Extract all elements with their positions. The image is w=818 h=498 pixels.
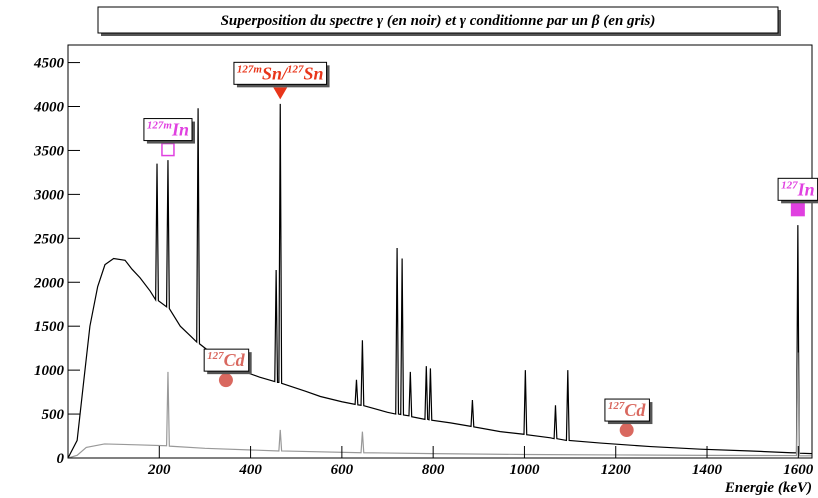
x-tick-label: 800	[422, 462, 445, 478]
label-mass: 127	[608, 400, 625, 412]
title-box	[97, 6, 779, 34]
marker	[161, 142, 175, 157]
annotation: 127Cd	[203, 348, 252, 375]
label-element: Cd	[624, 400, 646, 420]
annotation-label: 127In	[781, 179, 815, 199]
x-tick-label: 1600	[783, 462, 814, 478]
label-mass: 127m	[147, 120, 173, 132]
chart-title: Superposition du spectre γ (en noir) et …	[221, 13, 656, 29]
annotation-label: 127Cd	[608, 400, 647, 420]
y-tick-label: 0	[57, 451, 65, 467]
label-mass: 127m	[237, 63, 263, 75]
annotation-label: 127Cd	[207, 350, 246, 370]
x-tick-label: 1000	[509, 462, 540, 478]
x-tick-label: 200	[147, 462, 171, 478]
annotation: 127In	[777, 177, 818, 204]
x-axis-label: Energie (keV)	[724, 480, 812, 496]
label-box	[203, 348, 250, 372]
annotation-label: 127mIn	[147, 120, 189, 140]
x-tick-label: 600	[331, 462, 354, 478]
marker	[619, 423, 634, 438]
annotation-label: 127mSn/127Sn	[237, 63, 324, 83]
label-mass: 127	[207, 350, 224, 362]
y-tick-label: 4000	[33, 100, 65, 116]
annotation: 127mSn/127Sn	[233, 61, 330, 88]
plot-frame	[67, 44, 813, 459]
y-tick-label: 2500	[33, 231, 65, 247]
label-box	[604, 398, 650, 422]
x-tick-label: 1400	[692, 462, 723, 478]
x-tick-label: 1200	[601, 462, 632, 478]
label-element: Sn/	[262, 63, 289, 83]
marker	[218, 373, 233, 388]
y-tick-label: 4500	[33, 56, 65, 72]
label-mass: 127	[287, 63, 304, 75]
y-tick-label: 3000	[33, 187, 65, 203]
label-element: In	[797, 179, 815, 199]
label-element: In	[171, 120, 189, 140]
label-box	[143, 118, 193, 142]
y-tick-label: 500	[42, 407, 65, 423]
spectrum-line	[68, 352, 812, 458]
y-tick-label: 1500	[34, 319, 65, 335]
marker	[790, 202, 805, 217]
x-tick-label: 400	[238, 462, 262, 478]
y-tick-label: 3500	[33, 143, 65, 159]
y-tick-label: 2000	[33, 275, 65, 291]
marker	[273, 87, 288, 100]
annotation: 127mIn	[143, 118, 195, 144]
label-element: Sn	[304, 63, 324, 83]
label-element: Cd	[224, 350, 246, 370]
label-mass: 127	[781, 179, 798, 191]
spectrum-line	[68, 103, 812, 458]
label-box	[233, 61, 328, 85]
annotation: 127Cd	[604, 398, 653, 425]
y-tick-label: 1000	[34, 363, 65, 379]
